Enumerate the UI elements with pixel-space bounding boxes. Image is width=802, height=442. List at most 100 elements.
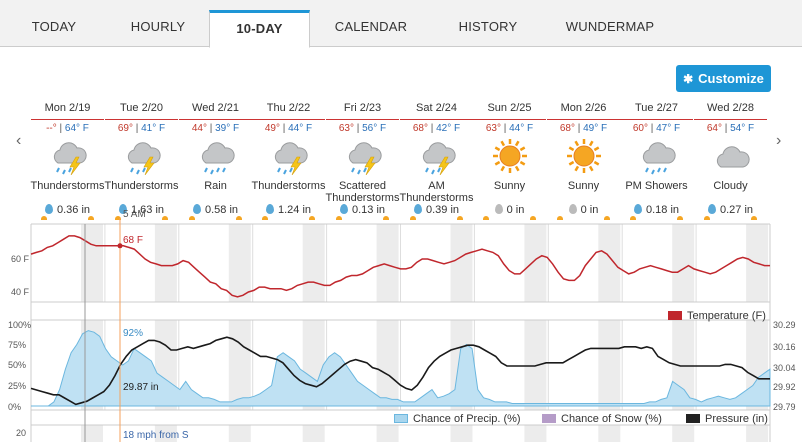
sunrise-icon (336, 216, 342, 220)
low-temp: 44° F (509, 123, 534, 134)
high-temp: 63° (338, 123, 354, 134)
night-band (672, 224, 695, 302)
precip-swatch (394, 414, 408, 423)
day-column[interactable]: Sun 2/25 63° | 44° F Sunny 0 in (473, 100, 546, 220)
precip-amount: 0 in (547, 204, 620, 216)
pressure-line (30, 336, 770, 406)
precip-legend: Chance of Precip. (%) (394, 413, 521, 425)
precip-amount: 0.13 in (326, 204, 399, 216)
condition-text: Sunny (493, 180, 526, 192)
day-temps: 63° | 56° F (338, 123, 387, 134)
raindrop-icon (192, 204, 201, 214)
tab-today[interactable]: TODAY (31, 19, 77, 34)
night-band (598, 425, 621, 442)
sunset-icon (457, 216, 463, 220)
low-temp: 47° F (656, 123, 681, 134)
precip-amount: 1.63 in (105, 204, 178, 216)
night-band (524, 425, 547, 442)
day-column[interactable]: Mon 2/19 --° | 64° F Thunderstorms 0.36 in (31, 100, 104, 220)
precip-value: 1.24 in (277, 204, 312, 216)
night-band (228, 224, 251, 302)
day-column[interactable]: Tue 2/20 69° | 41° F Thunderstorms 1.63 in (105, 100, 178, 220)
precip-amount: 1.24 in (252, 204, 325, 216)
precip-amount: 0 in (473, 204, 546, 216)
night-band (672, 425, 695, 442)
day-temps: --° | 64° F (46, 123, 89, 134)
day-column[interactable]: Sat 2/24 68° | 42° F AM Thunderstorms 0.39 … (400, 100, 473, 220)
tab-hourly[interactable]: HOURLY (130, 19, 186, 34)
day-column[interactable]: Thu 2/22 49° | 44° F Thunderstorms 1.24 in (252, 100, 325, 220)
sunset-icon (677, 216, 683, 220)
high-temp: 69° (117, 123, 133, 134)
tab-calendar[interactable]: CALENDAR (334, 19, 408, 34)
day-temps: 69° | 41° F (117, 123, 166, 134)
condition-text: Rain (204, 180, 227, 192)
precip-tick-label: 50% (8, 360, 26, 370)
tab-history[interactable]: HISTORY (458, 19, 518, 34)
pressure-swatch (686, 414, 700, 423)
condition-text: Thunderstorms (30, 180, 105, 192)
raindrop-icon (568, 204, 577, 214)
prev-arrow-icon[interactable]: ‹ (16, 132, 22, 149)
pressure-tick-label: 29.79 (773, 402, 796, 412)
night-band (450, 425, 473, 442)
low-temp: 54° F (730, 123, 755, 134)
day-column[interactable]: Fri 2/23 63° | 56° F Scattered Thunderstor… (326, 100, 399, 220)
high-temp: 63° (485, 123, 501, 134)
day-column[interactable]: Tue 2/27 60° | 47° F PM Showers 0.18 in (620, 100, 693, 220)
sunset-icon (751, 216, 757, 220)
condition-text: AM Thunderstorms (399, 180, 474, 204)
next-arrow-icon[interactable]: › (776, 132, 782, 149)
hover-pressure: 29.87 in (123, 382, 159, 393)
rain-icon (638, 137, 676, 175)
precip-amount: 0.58 in (179, 204, 252, 216)
condition-text: Thunderstorms (104, 180, 179, 192)
day-temps: 49° | 44° F (264, 123, 313, 134)
night-band (450, 224, 473, 302)
day-temps: 44° | 39° F (191, 123, 240, 134)
precip-area (31, 330, 771, 407)
precip-legend-label: Chance of Precip. (%) (413, 413, 521, 425)
customize-label: Customize (698, 71, 764, 86)
precip-tick-label: 75% (8, 340, 26, 350)
high-temp: 60° (632, 123, 648, 134)
sunrise-icon (115, 216, 121, 220)
precip-value: 0.39 in (425, 204, 460, 216)
high-temp: 44° (191, 123, 207, 134)
night-band (598, 320, 621, 410)
sun-icon (565, 137, 603, 175)
day-column[interactable]: Wed 2/21 44° | 39° F Rain 0.58 in (179, 100, 252, 220)
day-column[interactable]: Mon 2/26 68° | 49° F Sunny 0 in (547, 100, 620, 220)
precip-value: 0.27 in (719, 204, 754, 216)
raindrop-icon (265, 204, 274, 214)
precip-amount: 0.39 in (400, 204, 473, 216)
sunset-icon (162, 216, 168, 220)
tab-10-day[interactable]: 10-DAY (209, 10, 310, 48)
day-temps: 68° | 42° F (412, 123, 461, 134)
customize-button[interactable]: ✱ Customize (676, 65, 771, 92)
night-band (524, 320, 547, 410)
day-column[interactable]: Wed 2/28 64° | 54° F Cloudy 0.27 in (694, 100, 767, 220)
night-band (81, 425, 103, 442)
precip-amount: 0.18 in (620, 204, 693, 216)
tab-bar: TODAY HOURLY 10-DAY CALENDAR HISTORY WUN… (0, 0, 802, 48)
sunrise-icon (189, 216, 195, 220)
sunrise-icon (557, 216, 563, 220)
high-temp: 68° (412, 123, 428, 134)
day-temps: 64° | 54° F (706, 123, 755, 134)
raindrop-icon (413, 204, 422, 214)
night-band (302, 224, 325, 302)
low-temp: 49° F (583, 123, 608, 134)
day-date: Tue 2/27 (620, 100, 693, 120)
pressure-legend-label: Pressure (in) (705, 413, 768, 425)
rain-icon (197, 137, 235, 175)
raindrop-icon (339, 204, 348, 214)
tab-wundermap[interactable]: WUNDERMAP (565, 19, 655, 34)
sunset-icon (309, 216, 315, 220)
condition-text: PM Showers (625, 180, 688, 192)
raindrop-icon (44, 204, 53, 214)
precip-value: 0.58 in (204, 204, 239, 216)
high-temp: 49° (264, 123, 280, 134)
precip-tick-label: 25% (8, 381, 26, 391)
precip-tick-label: 100% (8, 320, 31, 330)
